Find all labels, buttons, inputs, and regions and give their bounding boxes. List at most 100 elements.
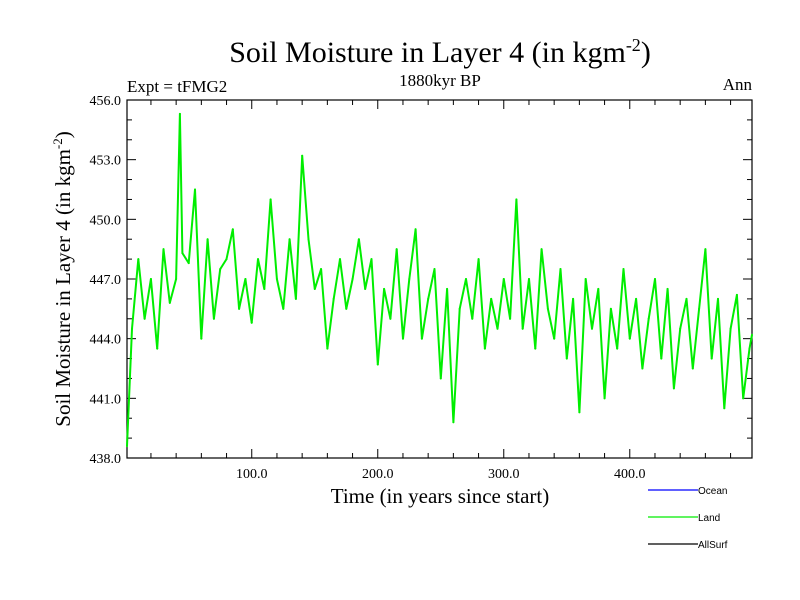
- data-point-land: [357, 238, 360, 241]
- data-point-land: [168, 301, 171, 304]
- data-point-land: [338, 258, 341, 261]
- legend-label-allsurf: AllSurf: [698, 540, 728, 551]
- data-point-land: [565, 357, 568, 360]
- data-point-land: [257, 258, 260, 261]
- data-point-land: [137, 258, 140, 261]
- data-point-land: [534, 347, 537, 350]
- data-point-land: [126, 445, 128, 448]
- data-point-land: [282, 307, 285, 310]
- data-point-land: [345, 307, 348, 310]
- data-point-land: [710, 357, 713, 360]
- data-point-land: [351, 278, 354, 280]
- y-tick-label: 450.0: [90, 213, 122, 228]
- data-point-land: [691, 367, 694, 370]
- data-point-land: [294, 297, 297, 300]
- plot-area: [126, 99, 753, 459]
- y-axis-label: Soil Moisture in Layer 4 (in kgm-2): [50, 131, 75, 426]
- data-point-land: [597, 287, 600, 290]
- data-point-land: [723, 407, 726, 410]
- legend: Ocean Land AllSurf: [648, 486, 728, 551]
- data-point-land: [149, 278, 152, 280]
- data-point-land: [269, 198, 272, 201]
- y-tick-label: 438.0: [90, 452, 122, 467]
- data-point-land: [370, 258, 373, 261]
- data-point-land: [225, 258, 228, 261]
- data-point-land: [414, 228, 417, 231]
- data-point-land: [540, 248, 543, 251]
- data-point-land: [433, 268, 436, 271]
- data-point-land: [590, 327, 593, 330]
- data-point-land: [647, 317, 650, 320]
- data-point-land: [716, 297, 719, 300]
- data-point-land: [515, 198, 518, 201]
- x-tick-label: 200.0: [362, 467, 394, 482]
- data-point-land: [427, 297, 430, 300]
- data-point-land: [178, 112, 181, 115]
- data-point-land: [320, 268, 323, 271]
- data-point-land: [729, 327, 732, 330]
- y-axis-label-close: ): [51, 131, 75, 138]
- data-point-land: [389, 317, 392, 320]
- data-point-land: [521, 327, 524, 330]
- chart-title-main: Soil Moisture in Layer 4 (in kgm: [229, 36, 626, 69]
- data-point-land: [326, 347, 329, 350]
- data-point-land: [395, 248, 398, 251]
- data-point-land: [603, 397, 606, 400]
- chart-title-close: ): [641, 36, 651, 69]
- data-point-land: [162, 248, 165, 251]
- data-point-land: [483, 347, 486, 350]
- y-tick-label: 444.0: [90, 333, 122, 348]
- data-point-land: [200, 337, 203, 340]
- y-axis: 438.0 441.0 444.0 447.0 450.0 453.0 456.0: [90, 94, 752, 467]
- data-point-land: [212, 317, 215, 320]
- data-point-land: [194, 188, 197, 191]
- data-point-land: [666, 287, 669, 290]
- legend-label-land: Land: [698, 513, 720, 524]
- data-point-land: [635, 297, 638, 300]
- data-point-land: [263, 287, 266, 290]
- data-point-land: [244, 278, 247, 280]
- x-axis-label: Time (in years since start): [331, 484, 550, 508]
- data-point-land: [660, 357, 663, 360]
- data-point-land: [679, 327, 682, 330]
- chart-title: Soil Moisture in Layer 4 (in kgm-2): [229, 35, 651, 69]
- data-point-land: [698, 307, 701, 310]
- data-point-land: [685, 297, 688, 300]
- data-point-land: [584, 278, 587, 280]
- data-point-land: [250, 321, 253, 324]
- data-point-land: [275, 278, 278, 280]
- data-point-land: [641, 367, 644, 370]
- data-point-land: [401, 337, 404, 340]
- y-axis-label-sup: -2: [50, 138, 65, 149]
- data-point-land: [458, 307, 461, 310]
- y-tick-label: 456.0: [90, 94, 122, 109]
- data-point-land: [622, 268, 625, 271]
- data-point-land: [307, 238, 310, 241]
- data-point-land: [376, 363, 379, 366]
- data-point-land: [187, 262, 190, 265]
- series-points-land: [126, 112, 753, 448]
- data-point-land: [704, 248, 707, 251]
- data-point-land: [742, 397, 745, 400]
- data-point-land: [206, 238, 209, 241]
- data-point-land: [332, 297, 335, 300]
- y-tick-label: 447.0: [90, 273, 122, 288]
- data-point-land: [509, 317, 512, 320]
- data-point-land: [527, 278, 530, 280]
- subtitle-center: 1880kyr BP: [399, 71, 481, 90]
- series-line-land: [126, 112, 753, 447]
- data-point-land: [143, 317, 146, 320]
- data-point-land: [131, 327, 134, 330]
- data-point-land: [653, 278, 656, 280]
- data-point-land: [578, 411, 581, 414]
- data-point-land: [408, 278, 411, 280]
- data-point-land: [301, 154, 304, 157]
- x-axis: 100.0 200.0 300.0 400.0: [150, 100, 732, 482]
- data-point-land: [490, 297, 493, 300]
- data-point-land: [420, 337, 423, 340]
- data-point-land: [156, 347, 159, 350]
- subtitle-left: Expt = tFMG2: [127, 77, 227, 96]
- data-point-land: [464, 278, 467, 280]
- data-point-land: [616, 347, 619, 350]
